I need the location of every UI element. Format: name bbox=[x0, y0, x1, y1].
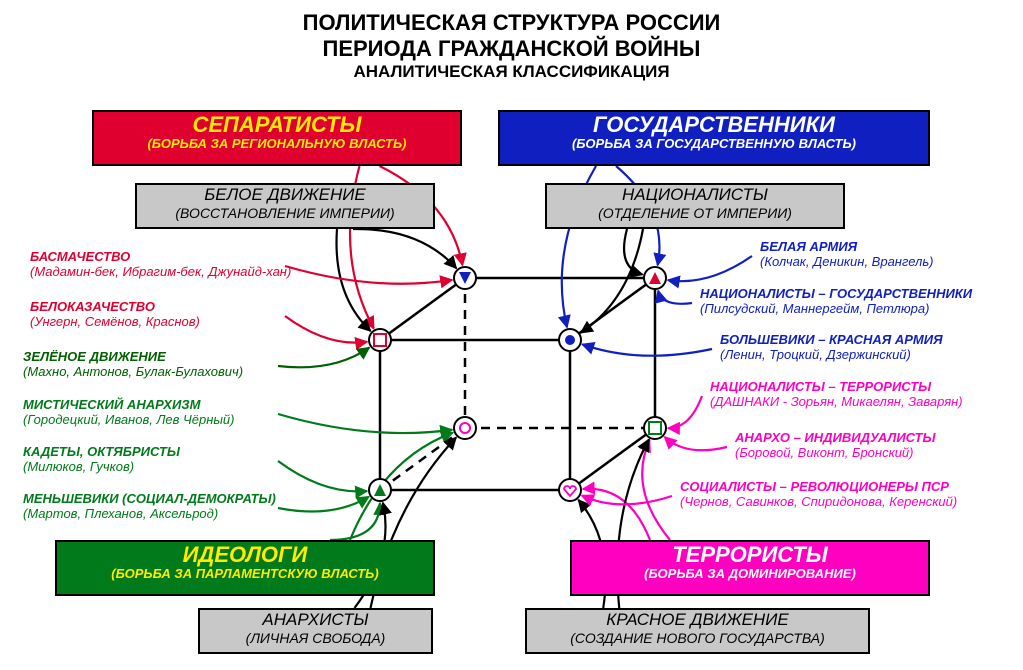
label-left-2-title: ЗЕЛЁНОЕ ДВИЖЕНИЕ bbox=[23, 350, 243, 365]
greybox-nationalists-title: НАЦИОНАЛИСТЫ bbox=[547, 185, 843, 205]
bigbox-statists-title: ГОСУДАРСТВЕННИКИ bbox=[500, 112, 928, 137]
label-right-2: БОЛЬШЕВИКИ – КРАСНАЯ АРМИЯ(Ленин, Троцки… bbox=[720, 333, 943, 363]
label-left-5-sub: (Мартов, Плеханов, Аксельрод) bbox=[23, 507, 276, 522]
greybox-nationalists: НАЦИОНАЛИСТЫ(ОТДЕЛЕНИЕ ОТ ИМПЕРИИ) bbox=[545, 183, 845, 229]
label-right-5-sub: (Чернов, Савинков, Спиридонова, Керенски… bbox=[680, 495, 957, 510]
label-right-4-sub: (Боровой, Виконт, Бронский) bbox=[735, 446, 936, 461]
label-right-3: НАЦИОНАЛИСТЫ – ТЕРРОРИСТЫ(ДАШНАКИ - Зорь… bbox=[710, 380, 963, 410]
label-left-2-sub: (Махно, Антонов, Булак-Булахович) bbox=[23, 365, 243, 380]
label-right-0: БЕЛАЯ АРМИЯ(Колчак, Деникин, Врангель) bbox=[760, 240, 934, 270]
greybox-red_mov-sub: (СОЗДАНИЕ НОВОГО ГОСУДАРСТВА) bbox=[527, 630, 868, 646]
label-right-4: АНАРХО – ИНДИВИДУАЛИСТЫ(Боровой, Виконт,… bbox=[735, 431, 936, 461]
bigbox-terrorists-sub: (БОРЬБА ЗА ДОМИНИРОВАНИЕ) bbox=[572, 567, 928, 582]
label-left-5: МЕНЬШЕВИКИ (СОЦИАЛ-ДЕМОКРАТЫ)(Мартов, Пл… bbox=[23, 492, 276, 522]
label-right-1: НАЦИОНАЛИСТЫ – ГОСУДАРСТВЕННИКИ(Пилсудск… bbox=[700, 287, 972, 317]
greybox-anarchists: АНАРХИСТЫ(ЛИЧНАЯ СВОБОДА) bbox=[198, 608, 433, 654]
greybox-anarchists-title: АНАРХИСТЫ bbox=[200, 610, 431, 630]
greybox-anarchists-sub: (ЛИЧНАЯ СВОБОДА) bbox=[200, 630, 431, 646]
label-left-1-title: БЕЛОКАЗАЧЕСТВО bbox=[30, 300, 200, 315]
bigbox-ideologists-sub: (БОРЬБА ЗА ПАРЛАМЕНТСКУЮ ВЛАСТЬ) bbox=[57, 567, 433, 582]
label-left-4: КАДЕТЫ, ОКТЯБРИСТЫ(Милюков, Гучков) bbox=[23, 445, 180, 475]
label-right-2-sub: (Ленин, Троцкий, Дзержинский) bbox=[720, 348, 943, 363]
label-left-5-title: МЕНЬШЕВИКИ (СОЦИАЛ-ДЕМОКРАТЫ) bbox=[23, 492, 276, 507]
bigbox-statists: ГОСУДАРСТВЕННИКИ(БОРЬБА ЗА ГОСУДАРСТВЕНН… bbox=[498, 110, 930, 166]
bigbox-separatists: СЕПАРАТИСТЫ(БОРЬБА ЗА РЕГИОНАЛЬНУЮ ВЛАСТ… bbox=[92, 110, 462, 166]
label-right-3-sub: (ДАШНАКИ - Зорьян, Микаелян, Заварян) bbox=[710, 395, 963, 410]
bigbox-separatists-title: СЕПАРАТИСТЫ bbox=[94, 112, 460, 137]
label-right-5-title: СОЦИАЛИСТЫ – РЕВОЛЮЦИОНЕРЫ ПСР bbox=[680, 480, 957, 495]
label-left-1-sub: (Унгерн, Семёнов, Краснов) bbox=[30, 315, 200, 330]
label-left-0-sub: (Мадамин-бек, Ибрагим-бек, Джунайд-хан) bbox=[30, 265, 291, 280]
greybox-white_mov-sub: (ВОССТАНОВЛЕНИЕ ИМПЕРИИ) bbox=[137, 205, 433, 221]
label-left-3: МИСТИЧЕСКИЙ АНАРХИЗМ(Городецкий, Иванов,… bbox=[23, 398, 235, 428]
label-right-2-title: БОЛЬШЕВИКИ – КРАСНАЯ АРМИЯ bbox=[720, 333, 943, 348]
greybox-red_mov: КРАСНОЕ ДВИЖЕНИЕ(СОЗДАНИЕ НОВОГО ГОСУДАР… bbox=[525, 608, 870, 654]
greybox-nationalists-sub: (ОТДЕЛЕНИЕ ОТ ИМПЕРИИ) bbox=[547, 205, 843, 221]
label-left-4-sub: (Милюков, Гучков) bbox=[23, 460, 180, 475]
label-right-4-title: АНАРХО – ИНДИВИДУАЛИСТЫ bbox=[735, 431, 936, 446]
label-left-0-title: БАСМАЧЕСТВО bbox=[30, 250, 291, 265]
greybox-white_mov-title: БЕЛОЕ ДВИЖЕНИЕ bbox=[137, 185, 433, 205]
label-left-1: БЕЛОКАЗАЧЕСТВО(Унгерн, Семёнов, Краснов) bbox=[30, 300, 200, 330]
label-right-5: СОЦИАЛИСТЫ – РЕВОЛЮЦИОНЕРЫ ПСР(Чернов, С… bbox=[680, 480, 957, 510]
label-right-0-title: БЕЛАЯ АРМИЯ bbox=[760, 240, 934, 255]
label-left-2: ЗЕЛЁНОЕ ДВИЖЕНИЕ(Махно, Антонов, Булак-Б… bbox=[23, 350, 243, 380]
bigbox-terrorists: ТЕРРОРИСТЫ(БОРЬБА ЗА ДОМИНИРОВАНИЕ) bbox=[570, 540, 930, 596]
label-left-3-title: МИСТИЧЕСКИЙ АНАРХИЗМ bbox=[23, 398, 235, 413]
bigbox-ideologists-title: ИДЕОЛОГИ bbox=[57, 542, 433, 567]
bigbox-ideologists: ИДЕОЛОГИ(БОРЬБА ЗА ПАРЛАМЕНТСКУЮ ВЛАСТЬ) bbox=[55, 540, 435, 596]
greybox-white_mov: БЕЛОЕ ДВИЖЕНИЕ(ВОССТАНОВЛЕНИЕ ИМПЕРИИ) bbox=[135, 183, 435, 229]
label-left-4-title: КАДЕТЫ, ОКТЯБРИСТЫ bbox=[23, 445, 180, 460]
bigbox-statists-sub: (БОРЬБА ЗА ГОСУДАРСТВЕННУЮ ВЛАСТЬ) bbox=[500, 137, 928, 152]
label-right-1-sub: (Пилсудский, Маннергейм, Петлюра) bbox=[700, 302, 972, 317]
label-right-3-title: НАЦИОНАЛИСТЫ – ТЕРРОРИСТЫ bbox=[710, 380, 963, 395]
label-left-0: БАСМАЧЕСТВО(Мадамин-бек, Ибрагим-бек, Дж… bbox=[30, 250, 291, 280]
greybox-red_mov-title: КРАСНОЕ ДВИЖЕНИЕ bbox=[527, 610, 868, 630]
bigbox-separatists-sub: (БОРЬБА ЗА РЕГИОНАЛЬНУЮ ВЛАСТЬ) bbox=[94, 137, 460, 152]
label-right-1-title: НАЦИОНАЛИСТЫ – ГОСУДАРСТВЕННИКИ bbox=[700, 287, 972, 302]
label-left-3-sub: (Городецкий, Иванов, Лев Чёрный) bbox=[23, 413, 235, 428]
label-right-0-sub: (Колчак, Деникин, Врангель) bbox=[760, 255, 934, 270]
bigbox-terrorists-title: ТЕРРОРИСТЫ bbox=[572, 542, 928, 567]
